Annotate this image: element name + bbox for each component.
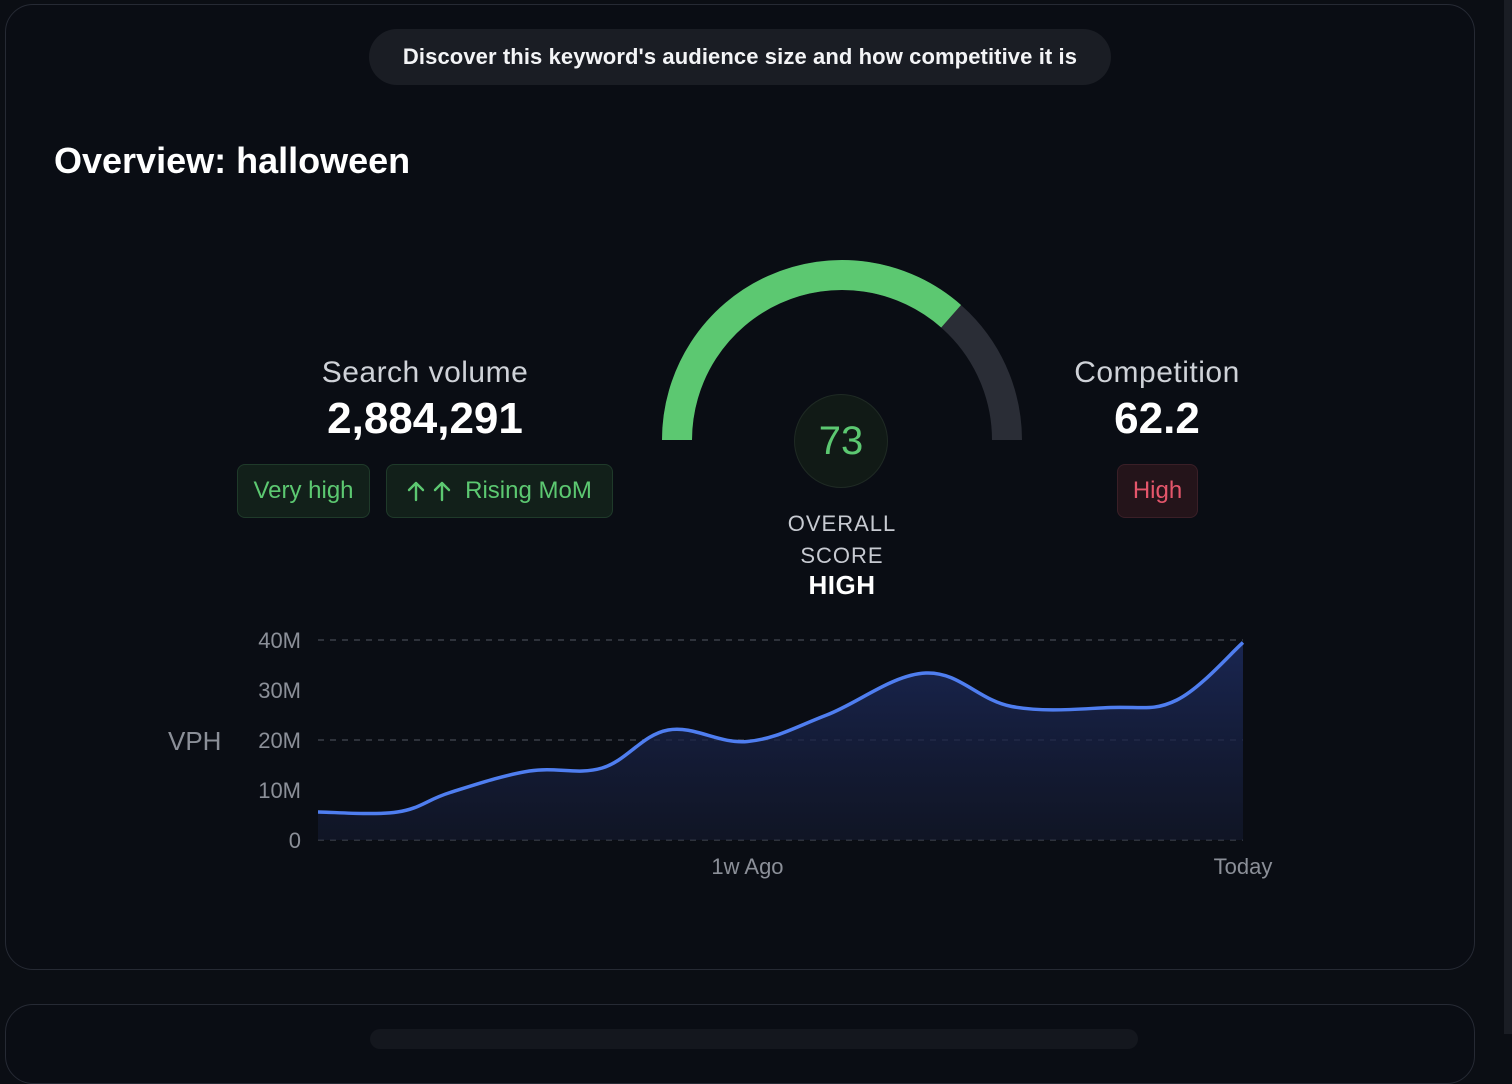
y-tick-label: 0: [289, 828, 301, 853]
overall-score-label-line1: OVERALL: [787, 511, 897, 536]
competition-value: 62.2: [1114, 394, 1200, 443]
y-tick-label: 20M: [258, 728, 301, 753]
overall-score-label-line2: SCORE: [800, 543, 884, 568]
x-tick-label: 1w Ago: [711, 854, 783, 879]
search-volume-value: 2,884,291: [327, 394, 523, 443]
volume-level-badge: Very high: [237, 464, 370, 518]
vph-area: [318, 642, 1243, 840]
vph-line: [317, 641, 1245, 816]
competition-label: Competition: [1074, 356, 1240, 389]
overall-score-gauge: [660, 258, 1024, 448]
next-card: [5, 1004, 1475, 1084]
y-tick-label: 30M: [258, 678, 301, 703]
overall-score-value: 73: [794, 394, 888, 488]
double-arrow-up-icon: [407, 480, 451, 502]
competition-level-badge: High: [1117, 464, 1198, 518]
search-volume-metric: Search volume 2,884,291: [300, 356, 550, 444]
page-title: Overview: halloween: [54, 140, 411, 181]
x-tick-label: Today: [1214, 854, 1273, 879]
next-card-pill: [370, 1029, 1138, 1049]
overall-score-label: OVERALL SCORE: [742, 508, 942, 572]
y-axis-title: VPH: [168, 726, 221, 756]
y-tick-label: 40M: [258, 628, 301, 653]
window-edge: [1504, 0, 1512, 1034]
trend-badge-label: Rising MoM: [465, 477, 592, 504]
overall-score-rating: HIGH: [808, 570, 876, 600]
y-tick-label: 10M: [258, 778, 301, 803]
search-volume-label: Search volume: [321, 356, 529, 389]
vph-chart: 40M 30M 20M 10M 0 1w Ago Today VPH: [0, 600, 1512, 900]
info-banner: Discover this keyword's audience size an…: [369, 29, 1111, 85]
competition-metric: Competition 62.2: [1042, 356, 1272, 444]
trend-badge: Rising MoM: [386, 464, 613, 518]
gauge-fill: [662, 260, 962, 441]
